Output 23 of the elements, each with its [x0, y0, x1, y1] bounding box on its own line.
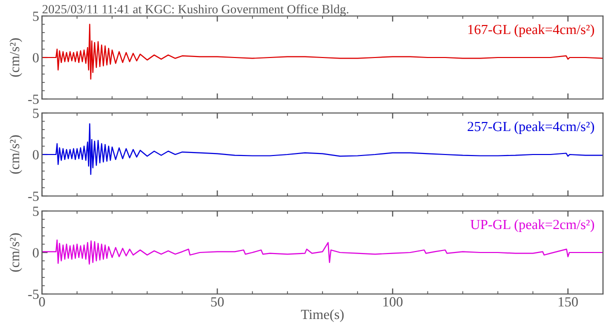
y-tick-label: -5 — [28, 192, 39, 201]
line-series — [42, 24, 603, 80]
y-tick-label: 5 — [33, 206, 39, 216]
chart-title: 2025/03/11 11:41 at KGC: Kushiro Government Office Bldg. — [42, 4, 348, 16]
line-series — [42, 123, 603, 175]
line-series — [42, 239, 603, 265]
y-tick-label: -5 — [28, 94, 39, 104]
y-axis-title: (cm/s²) — [10, 233, 22, 272]
y-tick-label: 0 — [32, 53, 39, 62]
x-tick-label: 150 — [558, 297, 578, 307]
y-axis-title: (cm/s²) — [10, 38, 22, 77]
y-tick-label: 0 — [32, 150, 39, 160]
y-tick-label: 0 — [32, 248, 39, 258]
y-tick-label: 5 — [33, 12, 39, 21]
y-tick-label: 5 — [33, 108, 39, 118]
y-axis-title: (cm/s²) — [10, 135, 22, 174]
x-tick-label: 50 — [211, 297, 224, 307]
series-label: UP-GL (peak=2cm/s²) — [470, 219, 594, 232]
series-label: 257-GL (peak=4cm/s²) — [468, 121, 594, 134]
x-axis-title: Time(s) — [301, 309, 344, 322]
series-label: 167-GL (peak=4cm/s²) — [468, 24, 594, 38]
x-tick-label: 100 — [383, 297, 403, 307]
y-tick-label: -5 — [28, 290, 39, 299]
